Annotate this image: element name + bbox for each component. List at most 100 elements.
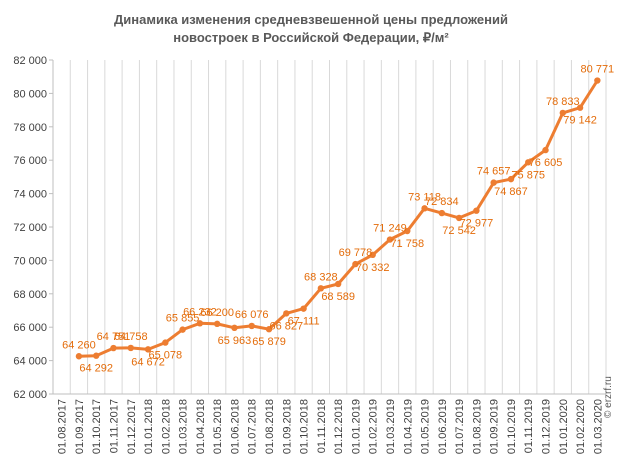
y-tick-label: 72 000 xyxy=(13,222,47,234)
data-point xyxy=(127,344,134,352)
data-point xyxy=(265,326,273,333)
x-tick-label: 01.03.2020 xyxy=(592,399,604,454)
data-point xyxy=(576,104,584,111)
x-tick-label: 01.01.2019 xyxy=(350,399,362,454)
y-tick-label: 76 000 xyxy=(13,155,47,167)
data-point xyxy=(404,227,411,235)
data-point xyxy=(196,320,204,327)
x-tick-label: 01.09.2018 xyxy=(281,399,293,454)
x-tick-label: 01.10.2017 xyxy=(91,399,103,454)
y-tick-label: 62 000 xyxy=(13,389,47,401)
data-label: 67 111 xyxy=(288,316,320,328)
x-tick-label: 01.02.2020 xyxy=(575,399,587,454)
data-point xyxy=(559,109,566,117)
data-label: 72 977 xyxy=(460,218,494,230)
x-tick-label: 01.03.2018 xyxy=(178,399,190,454)
data-point xyxy=(438,209,446,217)
data-point xyxy=(369,251,376,259)
grid-lines xyxy=(69,60,607,394)
data-label: 70 332 xyxy=(356,262,390,274)
data-label: 66 076 xyxy=(235,309,269,321)
x-tick-label: 01.08.2017 xyxy=(57,399,69,454)
watermark: © erzrf.ru xyxy=(603,376,614,418)
data-label: 64 260 xyxy=(62,339,96,351)
data-point xyxy=(93,352,100,359)
x-tick-label: 01.04.2018 xyxy=(195,399,207,454)
data-label: 71 249 xyxy=(373,223,407,235)
data-point xyxy=(525,159,532,166)
y-tick-label: 70 000 xyxy=(13,255,47,267)
data-point xyxy=(473,207,480,214)
x-tick-label: 01.01.2020 xyxy=(558,399,570,454)
data-label: 64 751 xyxy=(97,331,131,343)
x-tick-label: 01.09.2017 xyxy=(74,399,86,454)
x-tick-label: 01.05.2019 xyxy=(420,399,432,454)
data-point xyxy=(75,353,83,360)
x-tick-label: 01.08.2018 xyxy=(264,399,276,454)
data-label: 80 771 xyxy=(581,64,615,76)
x-tick-label: 01.11.2017 xyxy=(108,399,120,453)
y-tick-label: 80 000 xyxy=(13,88,47,100)
chart-title-line-1: Динамика изменения средневзвешенной цены… xyxy=(114,12,508,27)
data-label: 79 142 xyxy=(563,115,597,127)
data-label: 66 200 xyxy=(200,307,234,319)
data-label: 64 758 xyxy=(114,331,148,343)
data-label: 78 833 xyxy=(546,96,580,108)
data-label: 65 963 xyxy=(218,335,252,347)
data-point xyxy=(110,344,117,352)
data-point xyxy=(213,320,221,328)
x-tick-label: 01.10.2019 xyxy=(506,399,518,454)
x-tick-label: 01.06.2019 xyxy=(437,399,449,454)
x-tick-label: 01.02.2018 xyxy=(160,399,172,454)
data-label: 74 867 xyxy=(494,186,528,198)
data-point xyxy=(144,346,152,353)
x-tick-label: 01.01.2018 xyxy=(143,399,155,454)
chart-title-line-2: новостроек в Российской Федерации, ₽/м² xyxy=(173,30,449,45)
data-label: 72 834 xyxy=(425,196,459,208)
y-axis: 62 000 64 000 66 000 68 000 70 000 72 000 74 0… xyxy=(13,55,54,401)
data-point xyxy=(594,77,601,84)
data-point xyxy=(317,285,325,292)
data-point xyxy=(352,260,359,268)
x-tick-label: 01.07.2018 xyxy=(247,399,259,454)
y-tick-label: 74 000 xyxy=(13,189,47,201)
data-point xyxy=(179,326,186,333)
data-point xyxy=(334,280,342,288)
data-label: 64 672 xyxy=(131,356,165,368)
data-label: 64 292 xyxy=(79,363,113,375)
data-label: 71 758 xyxy=(390,238,424,250)
data-label: 75 875 xyxy=(511,169,545,181)
data-label: 69 778 xyxy=(339,247,373,259)
data-label: 66 827 xyxy=(269,320,303,332)
data-point xyxy=(421,205,428,212)
x-tick-label: 01.12.2019 xyxy=(541,399,553,454)
data-point xyxy=(162,339,169,346)
data-point xyxy=(283,310,290,317)
x-tick-label: 01.02.2019 xyxy=(368,399,380,454)
y-tick-label: 68 000 xyxy=(13,289,47,301)
data-point xyxy=(507,175,515,183)
data-label: 73 118 xyxy=(408,191,441,203)
data-label: 66 232 xyxy=(183,306,217,318)
x-tick-label: 01.04.2019 xyxy=(402,399,414,454)
data-label: 65 879 xyxy=(252,336,286,348)
y-tick-label: 78 000 xyxy=(13,122,47,134)
x-tick-label: 01.07.2019 xyxy=(454,399,466,454)
x-tick-label: 01.10.2018 xyxy=(299,399,311,454)
data-point xyxy=(248,322,255,330)
data-point xyxy=(386,236,394,243)
y-tick-label: 64 000 xyxy=(13,356,47,368)
y-tick-label: 82 000 xyxy=(13,55,47,67)
data-label: 74 657 xyxy=(477,166,511,178)
x-tick-label: 01.06.2018 xyxy=(229,399,241,454)
data-label: 76 605 xyxy=(529,157,563,169)
data-label: 68 328 xyxy=(304,271,338,283)
data-label: 65 855 xyxy=(166,313,200,325)
x-tick-label: 01.12.2017 xyxy=(126,399,138,454)
x-tick-label: 01.12.2018 xyxy=(333,399,345,454)
x-axis: 01.08.2017 01.09.2017 01.10.2017 01.11.2017… xyxy=(53,393,606,454)
x-tick-label: 01.11.2018 xyxy=(316,399,328,453)
data-point xyxy=(300,305,307,312)
